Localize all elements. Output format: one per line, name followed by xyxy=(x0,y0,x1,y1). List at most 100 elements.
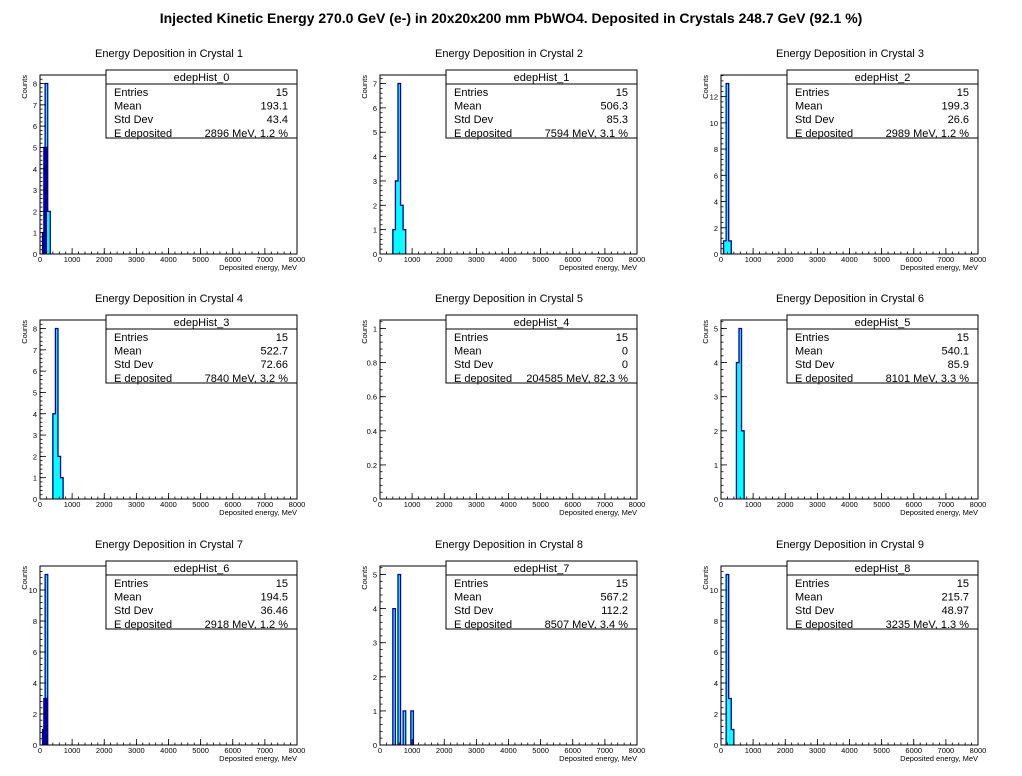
x-tick-label: 3000 xyxy=(468,255,485,264)
y-tick-label: 0.6 xyxy=(367,393,377,402)
x-tick-label: 6000 xyxy=(564,255,581,264)
y-tick-label: 10 xyxy=(710,119,718,128)
x-axis-label: Deposited energy, MeV xyxy=(559,754,637,763)
stats-label: Std Dev xyxy=(454,605,494,617)
histogram-outline xyxy=(392,82,407,254)
histogram-outline xyxy=(392,573,415,745)
stats-label: Mean xyxy=(114,592,142,604)
histogram-outline xyxy=(725,573,735,745)
histogram-bar xyxy=(723,240,727,254)
stats-value: 15 xyxy=(276,578,288,590)
stats-label: Entries xyxy=(795,578,830,590)
x-tick-label: 8000 xyxy=(629,746,646,755)
x-tick-label: 6000 xyxy=(564,500,581,509)
stats-box-name: edepHist_7 xyxy=(514,563,570,575)
stats-value: 15 xyxy=(276,332,288,344)
stats-value: 8101 MeV, 3.3 % xyxy=(886,373,970,385)
y-tick-label: 2 xyxy=(714,427,718,436)
stats-box: edepHist_2 Entries 15 Mean 199.3 Std Dev 26.6 E… xyxy=(786,69,979,140)
x-axis-label: Deposited energy, MeV xyxy=(900,754,978,763)
stats-box: edepHist_6 Entries 15 Mean 194.5 Std Dev 36.46… xyxy=(105,560,298,631)
stats-label: Mean xyxy=(795,592,823,604)
x-tick-label: 4000 xyxy=(841,500,858,509)
stats-value: 522.7 xyxy=(260,346,288,358)
stats-label: E deposited xyxy=(795,128,853,140)
stats-box: edepHist_0 Entries 15 Mean 193.1 Std Dev 43.4 E… xyxy=(105,69,298,140)
histogram-bar xyxy=(55,328,58,499)
y-tick-label: 1 xyxy=(714,461,718,470)
x-tick-label: 4000 xyxy=(841,255,858,264)
y-tick-label: 3 xyxy=(373,177,377,186)
y-tick-label: 5 xyxy=(714,325,718,334)
stats-label: Entries xyxy=(114,332,149,344)
x-tick-label: 4000 xyxy=(160,746,177,755)
x-tick-label: 5000 xyxy=(192,746,209,755)
stats-value: 15 xyxy=(957,87,969,99)
stats-label: Mean xyxy=(114,101,142,113)
y-tick-label: 4 xyxy=(373,153,377,162)
x-tick-label: 3000 xyxy=(128,500,145,509)
x-axis-label: Deposited energy, MeV xyxy=(559,508,637,517)
y-tick-label: 1 xyxy=(373,226,377,235)
chart-title: Energy Deposition in Crystal 3 xyxy=(776,48,924,60)
x-tick-label: 8000 xyxy=(629,255,646,264)
x-axis-label: Deposited energy, MeV xyxy=(900,508,978,517)
chart-panel-4: Energy Deposition in Crystal 40123456780… xyxy=(20,293,305,517)
x-tick-label: 5000 xyxy=(873,500,890,509)
stats-value: 43.4 xyxy=(267,114,288,126)
y-tick-label: 2 xyxy=(33,452,37,461)
x-tick-label: 8000 xyxy=(970,500,987,509)
y-tick-label: 8 xyxy=(33,80,37,89)
x-tick-label: 0 xyxy=(719,255,723,264)
stats-value: 204585 MeV, 82.3 % xyxy=(526,373,628,385)
y-tick-label: 0 xyxy=(714,495,718,504)
x-axis-label: Deposited energy, MeV xyxy=(900,263,978,272)
y-tick-label: 0 xyxy=(373,250,377,259)
y-tick-label: 6 xyxy=(714,171,718,180)
x-tick-label: 5000 xyxy=(532,500,549,509)
stats-box-name: edepHist_0 xyxy=(174,72,230,84)
y-tick-label: 4 xyxy=(373,605,377,614)
y-tick-label: 4 xyxy=(714,198,718,207)
y-tick-label: 5 xyxy=(33,143,37,152)
stats-value: 194.5 xyxy=(260,592,288,604)
x-tick-label: 8000 xyxy=(289,255,306,264)
y-axis-label: Counts xyxy=(360,75,369,99)
y-axis-label: Counts xyxy=(360,320,369,344)
x-tick-label: 0 xyxy=(38,500,42,509)
histogram-bar xyxy=(403,710,406,745)
stats-label: E deposited xyxy=(795,619,853,631)
page-title: Injected Kinetic Energy 270.0 GeV (e-) i… xyxy=(159,10,863,26)
x-tick-label: 2000 xyxy=(436,746,453,755)
y-tick-label: 4 xyxy=(33,410,37,419)
x-tick-label: 1000 xyxy=(404,746,421,755)
stats-box: edepHist_3 Entries 15 Mean 522.7 Std Dev 72.66… xyxy=(105,314,298,385)
y-axis-label: Counts xyxy=(20,566,29,590)
x-tick-label: 1000 xyxy=(404,500,421,509)
y-tick-label: 4 xyxy=(33,165,37,174)
y-axis-label: Counts xyxy=(360,566,369,590)
stats-label: Entries xyxy=(454,332,489,344)
x-tick-label: 7000 xyxy=(257,746,274,755)
x-tick-label: 1000 xyxy=(64,500,81,509)
x-tick-label: 7000 xyxy=(938,500,955,509)
x-tick-label: 8000 xyxy=(970,746,987,755)
histogram-bar xyxy=(397,574,401,745)
x-tick-label: 2000 xyxy=(436,255,453,264)
stats-label: Entries xyxy=(795,332,830,344)
y-tick-label: 5 xyxy=(373,571,377,580)
stats-label: Entries xyxy=(114,87,149,99)
y-tick-label: 1 xyxy=(33,229,37,238)
stats-box-frame xyxy=(445,314,638,384)
chart-title: Energy Deposition in Crystal 2 xyxy=(435,48,583,60)
stats-value: 85.9 xyxy=(948,359,969,371)
stats-label: Mean xyxy=(454,346,482,358)
stats-value: 48.97 xyxy=(941,605,969,617)
chart-title: Energy Deposition in Crystal 7 xyxy=(95,539,243,551)
x-tick-label: 6000 xyxy=(905,500,922,509)
y-tick-label: 4 xyxy=(714,359,718,368)
y-tick-label: 12 xyxy=(710,93,718,102)
y-tick-label: 8 xyxy=(714,145,718,154)
y-tick-label: 0 xyxy=(33,741,37,750)
y-tick-label: 3 xyxy=(33,186,37,195)
